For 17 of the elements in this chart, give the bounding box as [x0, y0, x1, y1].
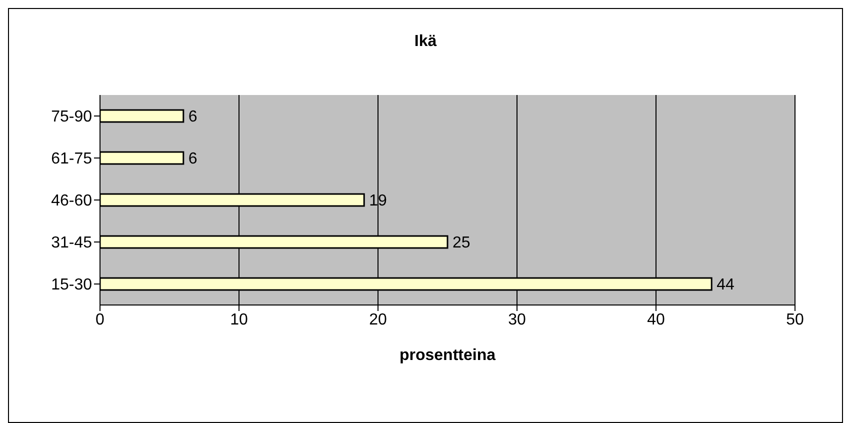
chart-title: Ikä — [413, 33, 438, 51]
x-axis-title: prosentteina — [398, 347, 497, 365]
y-tick-label: 31-45 — [51, 234, 92, 252]
data-label: 6 — [188, 150, 198, 168]
data-label: 25 — [452, 234, 470, 252]
x-tick-label: 0 — [96, 311, 105, 328]
y-tick-label: 46-60 — [51, 192, 92, 210]
x-tick-label: 30 — [508, 311, 526, 328]
x-tick-label: 50 — [786, 311, 804, 328]
y-tick-label: 75-90 — [51, 108, 92, 126]
data-label: 6 — [188, 108, 198, 126]
data-label: 44 — [716, 276, 734, 294]
x-tick-label: 40 — [647, 311, 665, 328]
x-tick-label: 20 — [369, 311, 387, 328]
x-tick-label: 10 — [230, 311, 248, 328]
y-tick-label: 61-75 — [51, 150, 92, 168]
y-tick-label: 15-30 — [51, 276, 92, 294]
